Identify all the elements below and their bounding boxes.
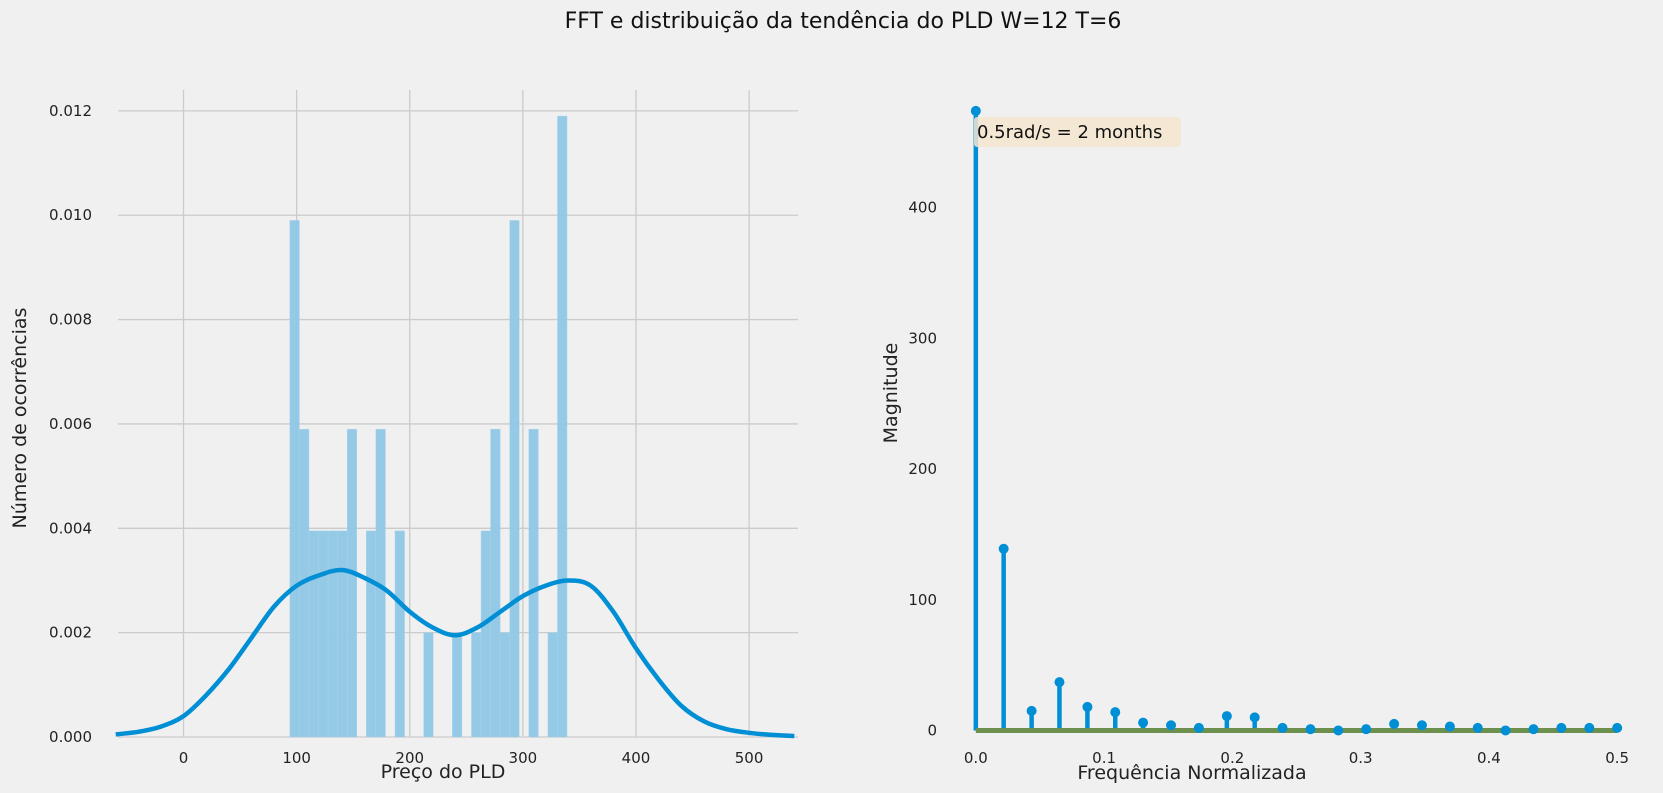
- x-tick-label: 100: [282, 749, 311, 767]
- x-tick-label: 0: [179, 749, 189, 767]
- y-tick-label: 0.008: [49, 311, 92, 329]
- x-tick-label: 0.0: [964, 749, 988, 767]
- x-tick-label: 0.1: [1092, 749, 1116, 767]
- x-tick-label: 500: [735, 749, 764, 767]
- x-tick-label: 200: [395, 749, 424, 767]
- histogram-bar: [394, 530, 405, 738]
- stem-marker: [970, 105, 981, 116]
- kde-curve: [115, 567, 795, 739]
- stem-marker: [1612, 722, 1623, 733]
- annotation-box: [974, 117, 1181, 147]
- histogram-bar: [509, 220, 520, 738]
- histogram-bar: [480, 530, 491, 738]
- histogram-y-label: Número de ocorrências: [9, 308, 31, 529]
- histogram-bar: [547, 632, 558, 738]
- y-tick-label: 0.002: [49, 624, 92, 642]
- histogram-bar: [308, 530, 319, 738]
- y-tick-label: 300: [908, 329, 937, 347]
- y-tick-label: 0.006: [49, 415, 92, 433]
- histogram-bar: [289, 220, 300, 738]
- fft-x-ticks: 0.0 0.1 0.2 0.3 0.4 0.5: [964, 749, 1629, 767]
- histogram-bar: [557, 115, 568, 738]
- stem-marker: [1138, 717, 1149, 728]
- x-tick-label: 0.2: [1220, 749, 1244, 767]
- x-tick-label: 300: [509, 749, 538, 767]
- histogram-x-ticks: 0 100 200 300 400 500: [179, 749, 764, 767]
- x-tick-label: 400: [622, 749, 651, 767]
- histogram-bar: [452, 632, 463, 738]
- stem-marker: [1389, 718, 1400, 729]
- y-tick-label: 100: [908, 591, 937, 609]
- stem-marker: [1472, 722, 1483, 733]
- stem-marker: [1110, 707, 1121, 718]
- fft-y-label: Magnitude: [880, 343, 902, 444]
- stem-marker: [1416, 720, 1427, 731]
- stem-marker: [1277, 722, 1288, 733]
- stem-marker: [1556, 722, 1567, 733]
- annotation-text: 0.5rad/s = 2 months: [977, 122, 1162, 143]
- stem-marker: [1528, 724, 1539, 735]
- stem-marker: [1361, 724, 1372, 735]
- fft-y-ticks: 0 100 200 300 400: [908, 199, 937, 740]
- stem-marker: [998, 543, 1009, 554]
- histogram-bar: [490, 428, 501, 738]
- y-tick-label: 0.000: [49, 728, 92, 746]
- figure-title: FFT e distribuição da tendência do PLD W…: [565, 9, 1122, 34]
- fft-panel: 0.0 0.1 0.2 0.3 0.4 0.5 0 100 200 300 400 Frequên…: [880, 105, 1629, 784]
- fft-markers: [970, 105, 1623, 736]
- stem-marker: [1221, 711, 1232, 722]
- histogram-bar: [499, 632, 510, 738]
- x-tick-label: 0.3: [1349, 749, 1373, 767]
- histogram-bar: [347, 428, 357, 738]
- histogram-bar: [337, 530, 348, 738]
- y-tick-label: 0: [927, 721, 937, 739]
- histogram-grid: [118, 90, 798, 738]
- histogram-bar: [471, 632, 482, 738]
- fft-x-label: Frequência Normalizada: [1077, 762, 1306, 784]
- stem-marker: [1500, 725, 1511, 736]
- stem-marker: [1082, 701, 1093, 712]
- x-tick-label: 0.4: [1477, 749, 1501, 767]
- histogram-bar: [528, 428, 539, 738]
- y-tick-label: 0.004: [49, 519, 92, 537]
- stem-marker: [1444, 721, 1455, 732]
- histogram-x-label: Preço do PLD: [381, 761, 506, 783]
- histogram-bar: [318, 530, 329, 738]
- stem-marker: [1026, 705, 1037, 716]
- stem-marker: [1333, 725, 1344, 736]
- histogram-bars: [289, 115, 568, 738]
- stem-marker: [1193, 722, 1204, 733]
- stem-marker: [1584, 722, 1595, 733]
- y-tick-label: 400: [908, 199, 937, 217]
- histogram-bar: [366, 530, 377, 738]
- histogram-y-ticks: 0.000 0.002 0.004 0.006 0.008 0.010 0.012: [49, 102, 92, 746]
- y-tick-label: 0.010: [49, 206, 92, 224]
- stem-marker: [1305, 724, 1316, 735]
- y-tick-label: 200: [908, 460, 937, 478]
- histogram-bar: [327, 530, 338, 738]
- x-tick-label: 0.5: [1605, 749, 1629, 767]
- histogram-panel: 0 100 200 300 400 500 0.0000.0020.0040.0060.0…: [9, 90, 798, 783]
- histogram-bar: [423, 632, 434, 738]
- stem-marker: [1249, 712, 1260, 723]
- stem-marker: [1166, 720, 1177, 731]
- y-tick-label: 0.012: [49, 102, 92, 120]
- stem-marker: [1054, 677, 1065, 688]
